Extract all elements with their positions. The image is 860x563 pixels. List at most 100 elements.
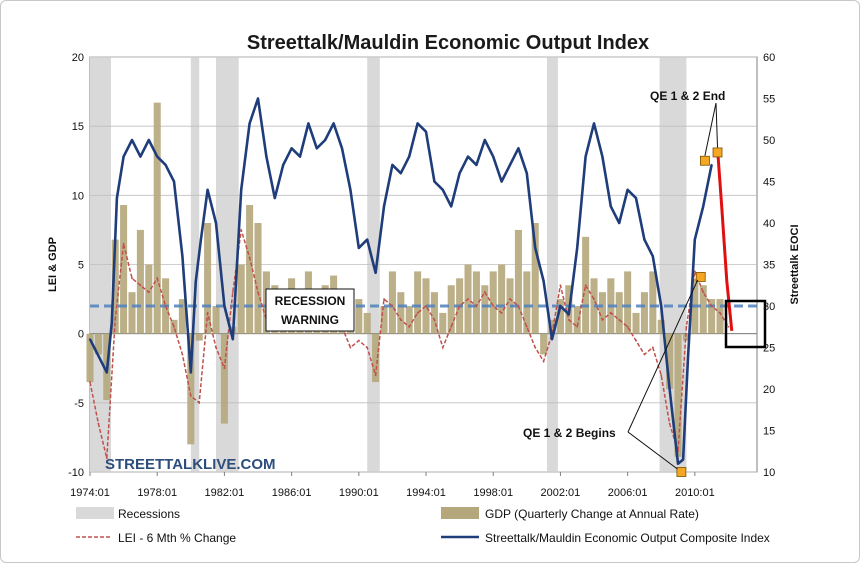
lei-point — [559, 284, 562, 287]
legend-label-lei: LEI - 6 Mth % Change — [118, 531, 236, 545]
qe-begins-arrow — [627, 431, 678, 470]
lei-point — [433, 318, 436, 321]
left-tick-label: -10 — [68, 467, 84, 479]
eoci-point — [199, 238, 202, 241]
gdp-bar — [657, 319, 665, 334]
eoci-point — [391, 163, 394, 166]
lei-point — [601, 318, 604, 321]
legend-swatch-gdp — [441, 507, 479, 519]
lei-point — [727, 325, 730, 328]
lei-point — [542, 360, 545, 363]
lei-point — [702, 291, 705, 294]
lei-point — [651, 346, 654, 349]
gdp-bar — [94, 333, 102, 355]
gdp-bar — [523, 271, 531, 334]
lei-point — [425, 305, 427, 307]
gdp-bar — [540, 333, 548, 355]
gdp-bar — [372, 333, 380, 383]
lei-point — [584, 284, 587, 287]
eoci-point — [534, 246, 537, 249]
lei-point — [206, 312, 209, 314]
eoci-point — [115, 197, 118, 200]
right-tick-label: 40 — [763, 218, 775, 230]
eoci-point — [559, 305, 562, 307]
eoci-point — [601, 155, 604, 158]
lei-point — [257, 291, 259, 294]
eoci-point — [139, 155, 142, 158]
eoci-point — [626, 188, 629, 191]
right-tick-label: 45 — [763, 177, 775, 189]
gdp-bar — [481, 285, 489, 334]
gdp-bar — [355, 299, 363, 334]
qe-begins-label: QE 1 & 2 Begins — [523, 426, 616, 440]
eoci-point — [687, 354, 690, 357]
lei-point — [181, 353, 184, 356]
lei-point — [685, 325, 688, 328]
gdp-bar — [246, 205, 254, 334]
lei-point — [416, 312, 419, 314]
gdp-bar — [195, 333, 203, 341]
eoci-point — [131, 139, 134, 141]
eoci-point — [374, 271, 377, 274]
eoci-point — [450, 205, 453, 208]
eoci-point — [643, 238, 646, 241]
eoci-point — [248, 122, 251, 125]
eoci-point — [332, 122, 335, 125]
legend: Recessions GDP (Quarterly Change at Annua… — [76, 507, 770, 545]
right-tick-label: 60 — [763, 52, 775, 64]
gdp-bar — [573, 306, 581, 334]
legend-swatch-recessions — [76, 507, 114, 519]
gdp-bar — [666, 333, 674, 389]
eoci-point — [341, 147, 344, 150]
lei-point — [626, 325, 629, 328]
gdp-bar — [624, 271, 632, 334]
eoci-point — [349, 188, 352, 191]
lei-point — [215, 346, 217, 349]
eoci-point — [677, 462, 680, 465]
gdp-bar — [632, 312, 640, 334]
x-tick-label: 1982:01 — [205, 487, 245, 499]
eoci-point — [584, 155, 587, 158]
eoci-point — [576, 246, 579, 249]
left-tick-label: 20 — [72, 52, 84, 64]
lei-point — [693, 270, 696, 273]
lei-point — [349, 346, 352, 349]
gdp-bar — [212, 306, 220, 334]
lei-point — [500, 312, 503, 314]
gdp-bar — [237, 264, 245, 334]
eoci-point — [307, 122, 310, 125]
lei-point — [89, 381, 91, 383]
eoci-point — [525, 172, 528, 175]
lei-point — [719, 312, 721, 314]
eoci-point — [682, 458, 685, 461]
lei-point — [139, 284, 142, 287]
eoci-point — [189, 371, 192, 374]
recession-warning-text: RECESSION — [275, 294, 346, 308]
x-tick-label: 2002:01 — [541, 487, 581, 499]
gdp-bar — [204, 223, 212, 334]
lei-point — [383, 298, 385, 300]
legend-label-gdp: GDP (Quarterly Change at Annual Rate) — [485, 507, 699, 521]
lei-point — [710, 305, 713, 307]
recession-warning-box — [265, 288, 355, 332]
lei-point — [374, 374, 377, 377]
eoci-point — [265, 155, 268, 158]
eoci-point — [147, 139, 150, 141]
eoci-point — [194, 280, 197, 283]
lei-point — [156, 277, 159, 280]
eoci-point — [173, 180, 176, 183]
eoci-point — [223, 305, 226, 307]
lei-point — [492, 305, 495, 307]
eoci-point — [164, 163, 167, 166]
gdp-bar — [397, 292, 405, 334]
gdp-bar — [489, 271, 497, 334]
eoci-point — [542, 280, 545, 283]
eoci-point — [97, 354, 100, 357]
eoci-point — [660, 305, 663, 307]
left-tick-label: 15 — [72, 121, 84, 133]
gdp-bar — [136, 229, 144, 334]
gdp-bar — [649, 271, 657, 334]
x-tick-label: 1974:01 — [70, 487, 110, 499]
eoci-point — [551, 338, 554, 341]
